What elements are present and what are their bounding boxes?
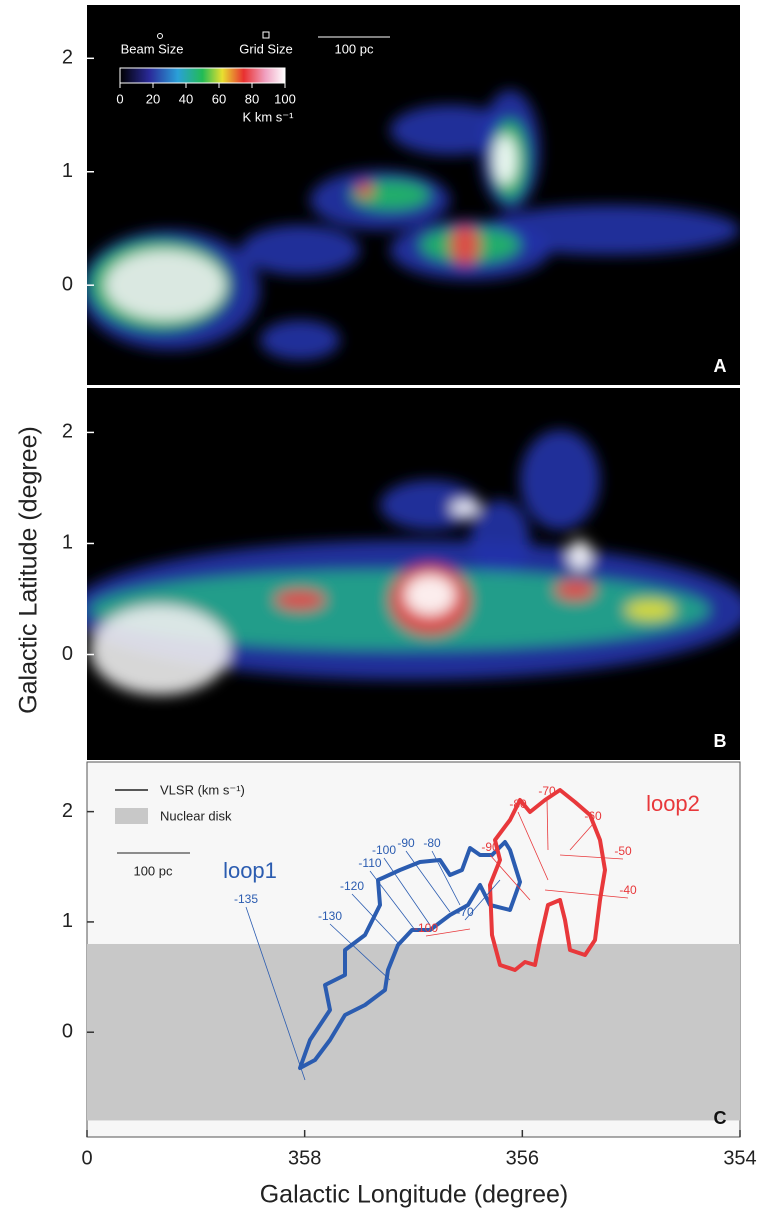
velocity-label: -70 bbox=[538, 784, 556, 798]
emission bbox=[520, 430, 600, 530]
colorbar bbox=[120, 68, 285, 83]
emission bbox=[275, 590, 325, 610]
colorbar-unit: K km s⁻¹ bbox=[243, 109, 295, 124]
colorbar-tick-label: 80 bbox=[245, 91, 259, 106]
panel-letter: A bbox=[714, 356, 727, 376]
velocity-label: -90 bbox=[397, 836, 415, 850]
emission bbox=[240, 225, 360, 275]
page: 012ABeam SizeGrid Size100 pc020406080100… bbox=[0, 0, 762, 1218]
y-tick-label: 1 bbox=[62, 160, 73, 182]
x-tick-label: 354 bbox=[723, 1147, 756, 1169]
emission bbox=[555, 580, 595, 600]
x-tick-label: 0 bbox=[81, 1147, 92, 1169]
legend-label: VLSR (km s⁻¹) bbox=[160, 782, 245, 797]
y-tick-label: 1 bbox=[62, 532, 73, 554]
velocity-label: -40 bbox=[619, 883, 637, 897]
velocity-label: -60 bbox=[584, 809, 602, 823]
velocity-label: -130 bbox=[318, 909, 342, 923]
panel-letter: B bbox=[714, 731, 727, 751]
velocity-label: -70 bbox=[456, 905, 474, 919]
emission bbox=[493, 135, 517, 185]
emission bbox=[357, 182, 373, 198]
colorbar-tick-label: 100 bbox=[274, 91, 296, 106]
nuclear-disk bbox=[87, 944, 740, 1120]
y-tick-label: 2 bbox=[62, 421, 73, 443]
emission bbox=[105, 250, 225, 320]
colorbar-tick-label: 0 bbox=[116, 91, 123, 106]
x-tick-label: 358 bbox=[288, 1147, 321, 1169]
colorbar-tick-label: 40 bbox=[179, 91, 193, 106]
velocity-label: -100 bbox=[372, 843, 396, 857]
legend-label: Nuclear disk bbox=[160, 808, 232, 823]
y-tick-label: 0 bbox=[62, 273, 73, 295]
y-tick-label: 2 bbox=[62, 47, 73, 69]
x-axis-title: Galactic Longitude (degree) bbox=[260, 1181, 569, 1209]
panel-letter: C bbox=[714, 1108, 727, 1128]
grid-label: Grid Size bbox=[239, 41, 292, 56]
y-tick-label: 1 bbox=[62, 910, 73, 932]
panel-c-layer bbox=[87, 944, 740, 1120]
beam-label: Beam Size bbox=[121, 41, 184, 56]
series-name: loop2 bbox=[646, 791, 700, 816]
emission bbox=[625, 600, 675, 620]
velocity-label: -90 bbox=[481, 840, 499, 854]
x-tick-label: 356 bbox=[506, 1147, 539, 1169]
legend-swatch bbox=[115, 808, 148, 824]
emission bbox=[568, 540, 592, 570]
velocity-label: -80 bbox=[509, 797, 527, 811]
scale-label: 100 pc bbox=[133, 863, 173, 878]
colorbar-tick-label: 20 bbox=[146, 91, 160, 106]
series-name: loop1 bbox=[223, 858, 277, 883]
figure: 012ABeam SizeGrid Size100 pc020406080100… bbox=[0, 0, 762, 1218]
velocity-label: -80 bbox=[423, 836, 441, 850]
emission bbox=[470, 500, 530, 580]
y-tick-label: 0 bbox=[62, 1021, 73, 1043]
y-tick-label: 0 bbox=[62, 643, 73, 665]
velocity-label: -110 bbox=[358, 856, 381, 870]
colorbar-tick-label: 60 bbox=[212, 91, 226, 106]
velocity-label: -100 bbox=[414, 921, 438, 935]
emission bbox=[90, 605, 230, 695]
velocity-label: -50 bbox=[614, 844, 632, 858]
scale-label: 100 pc bbox=[334, 41, 374, 56]
emission bbox=[260, 320, 340, 360]
emission bbox=[405, 575, 455, 615]
velocity-label: -135 bbox=[234, 892, 258, 906]
y-tick-label: 2 bbox=[62, 800, 73, 822]
velocity-label: -120 bbox=[340, 879, 364, 893]
emission bbox=[450, 500, 480, 516]
emission bbox=[450, 225, 480, 265]
y-axis-title: Galactic Latitude (degree) bbox=[15, 426, 43, 714]
